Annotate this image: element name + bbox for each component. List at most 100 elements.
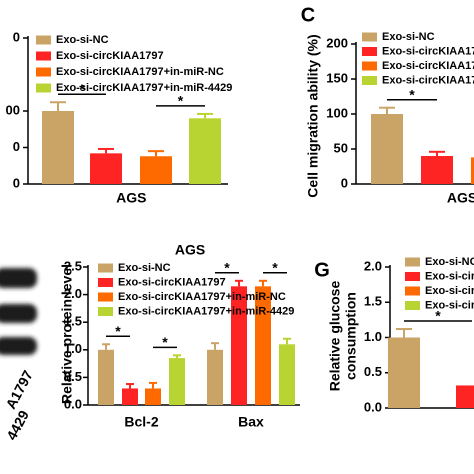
error-bar	[379, 106, 395, 114]
bar	[140, 156, 172, 184]
legend-label: Exo-si-circKIAA1797+in-miR-4429	[56, 82, 232, 94]
y-axis-label: Cell migration ability (%)	[305, 34, 321, 197]
legend-label: Exo-si-circKIAA1797+in-miR-NC	[118, 291, 286, 303]
significance-label: *	[115, 323, 121, 339]
legend-swatch	[362, 47, 377, 56]
error-bar	[173, 354, 181, 359]
bar	[122, 388, 138, 405]
significance-label: *	[79, 81, 85, 97]
y-axis-label: consumption	[343, 292, 359, 380]
y-axis-label: Relative glucose	[327, 281, 343, 392]
legend-swatch	[405, 257, 420, 267]
y-tick-label: 50	[334, 140, 348, 155]
significance-label: *	[435, 308, 441, 324]
y-tick-label: 0.0	[64, 396, 82, 411]
error-bar	[50, 101, 66, 111]
panel-label: G	[314, 259, 330, 281]
significance-label: *	[272, 260, 278, 276]
y-tick-label: 2.5	[64, 258, 82, 273]
legend-swatch	[98, 278, 113, 287]
bar	[207, 349, 223, 405]
y-tick-label: 0.0	[364, 399, 382, 414]
error-bar	[149, 381, 157, 389]
error-bar	[197, 112, 213, 119]
error-bar	[396, 328, 412, 338]
panel-label: C	[301, 4, 315, 26]
legend-label: Exo-si-NC	[425, 256, 474, 268]
y-tick-label: 200	[326, 35, 348, 50]
bar	[255, 286, 271, 405]
legend-swatch	[362, 32, 377, 42]
legend-label: Exo-si-circKIAA1797+in-miR-4429	[382, 74, 474, 86]
legend-label: Exo-si-NC	[382, 31, 435, 43]
bar	[189, 118, 221, 184]
significance-label: *	[224, 260, 230, 276]
legend-label: Exo-si-circKIAA1797	[382, 45, 474, 57]
bar	[145, 388, 161, 405]
y-tick-label: 1.0	[64, 341, 82, 356]
bar	[98, 349, 114, 405]
error-bar	[211, 342, 219, 350]
legend-label: Exo-si-NC	[56, 34, 109, 46]
legend-swatch	[405, 301, 420, 310]
legend-label: Exo-si-circKIAA1797	[56, 50, 164, 62]
bar	[90, 153, 122, 184]
y-tick-label: 1.0	[364, 329, 382, 344]
significance-label: *	[162, 334, 168, 350]
significance-label: *	[409, 86, 415, 102]
blot-band	[0, 337, 37, 355]
legend-swatch	[362, 76, 377, 85]
legend-swatch	[405, 286, 420, 296]
bar	[42, 111, 74, 184]
legend-label: Exo-si-circKIAA1797+in-miR-4429	[118, 305, 294, 317]
legend-swatch	[405, 272, 420, 281]
y-tick-label: 0	[13, 175, 20, 190]
y-axis-label: Relative protein level	[59, 264, 75, 404]
significance-label: *	[178, 93, 184, 109]
legend-swatch	[362, 61, 377, 71]
y-tick-label: 0	[13, 139, 20, 154]
y-tick-label: 00	[6, 102, 20, 117]
bar	[421, 156, 453, 184]
y-tick-label: 1.5	[64, 314, 82, 329]
error-bar	[102, 343, 110, 350]
legend-label: Exo-si-circKIAA1797+in-miR-NC	[56, 66, 224, 78]
legend-label: Exo-si-circKIAA1797+in-miR-4429	[425, 299, 474, 311]
error-bar	[126, 383, 134, 389]
blot-band	[0, 268, 37, 288]
error-bar	[148, 150, 164, 157]
bar	[169, 358, 185, 405]
x-tick-label: Bcl-2	[124, 414, 158, 430]
y-tick-label: 150	[326, 70, 348, 85]
legend-label: Exo-si-NC	[118, 262, 171, 274]
y-tick-label: 100	[326, 105, 348, 120]
legend-swatch	[36, 35, 51, 45]
error-bar	[283, 337, 291, 345]
legend-swatch	[98, 307, 113, 316]
legend-swatch	[36, 83, 51, 93]
x-tick-label: AGS	[447, 190, 474, 206]
bar	[388, 337, 420, 408]
y-tick-label: 0.5	[364, 364, 382, 379]
legend-label: Exo-si-circKIAA1797	[425, 270, 474, 282]
blot-label: 4429	[3, 407, 32, 442]
legend-swatch	[98, 263, 113, 273]
y-tick-label: 0	[341, 175, 348, 190]
error-bar	[429, 150, 445, 156]
bar	[371, 114, 403, 184]
blot-band	[0, 304, 37, 323]
error-bar	[98, 147, 114, 154]
y-tick-label: 0	[13, 29, 20, 44]
bar	[279, 344, 295, 405]
legend-label: Exo-si-circKIAA1797+in-miR-NC	[382, 60, 474, 72]
legend-swatch	[98, 292, 113, 302]
legend-label: Exo-si-circKIAA1797+in-miR-NC	[425, 285, 474, 297]
error-bar	[259, 279, 267, 287]
error-bar	[235, 279, 243, 287]
y-tick-label: 1.5	[364, 294, 382, 309]
bar	[456, 385, 474, 408]
legend-label: Exo-si-circKIAA1797	[118, 276, 226, 288]
x-tick-label: Bax	[238, 414, 264, 430]
y-tick-label: 0.5	[64, 369, 82, 384]
